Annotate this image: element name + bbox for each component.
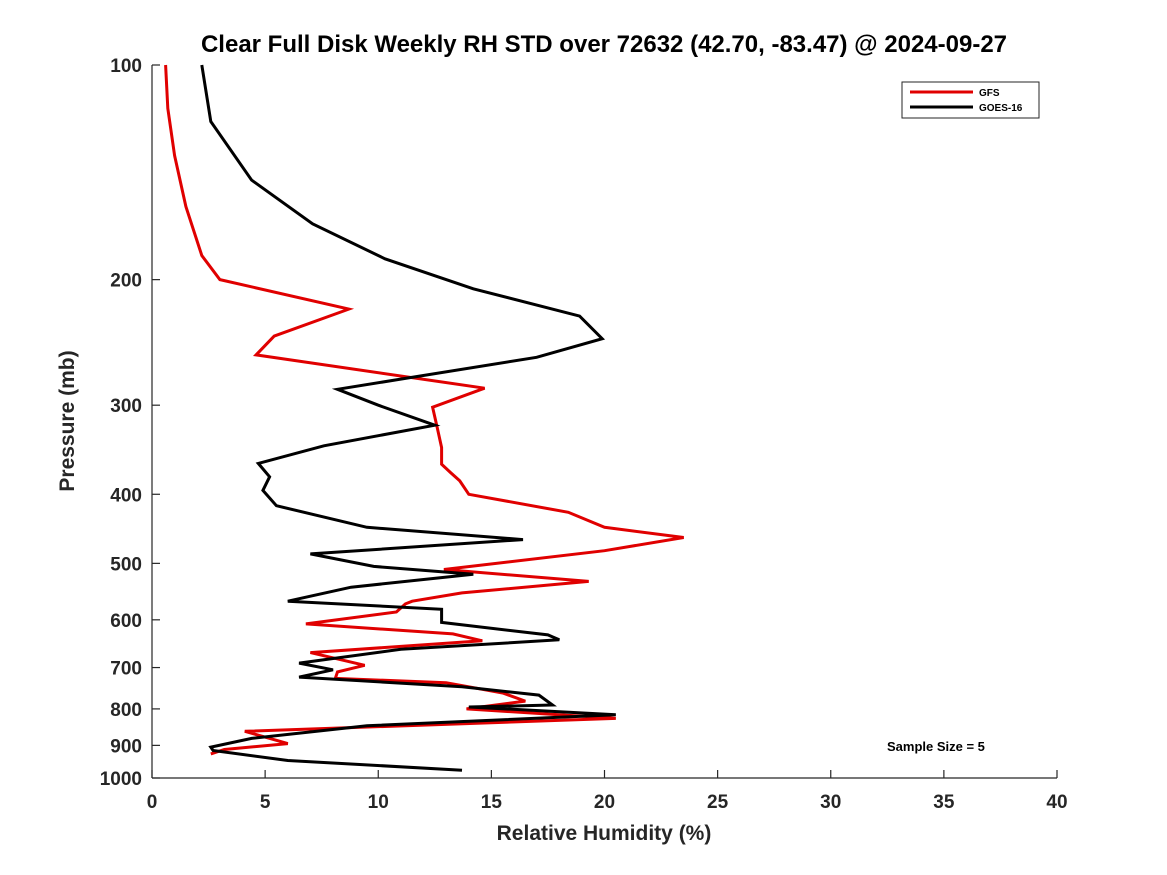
y-tick-label: 900 — [110, 736, 142, 757]
y-tick-label: 100 — [110, 56, 142, 77]
y-tick-label: 500 — [110, 554, 142, 575]
series-line-goes-16 — [200, 64, 616, 772]
legend-label-gfs: GFS — [979, 88, 1000, 99]
y-tick-label: 700 — [110, 659, 142, 680]
x-tick-label: 5 — [260, 792, 271, 813]
x-axis-label: Relative Humidity (%) — [497, 822, 712, 845]
series-lines — [164, 64, 684, 772]
sample-size-annotation: Sample Size = 5 — [887, 739, 985, 754]
plot-area — [151, 65, 1057, 779]
y-tick-label: 400 — [110, 485, 142, 506]
y-tick-label: 200 — [110, 271, 142, 292]
x-tick-label: 15 — [481, 792, 503, 813]
y-tick-label: 800 — [110, 700, 142, 721]
series-line-gfs — [164, 64, 684, 756]
legend-box — [901, 81, 1040, 119]
x-tick-label: 30 — [820, 792, 841, 813]
x-tick-label: 35 — [933, 792, 955, 813]
x-axis-ticks: 0 5 10 15 20 25 30 35 40 — [147, 770, 1068, 813]
y-tick-label: 1000 — [100, 769, 142, 790]
x-tick-label: 0 — [147, 792, 158, 813]
legend-label-goes-16: GOES-16 — [979, 103, 1023, 114]
chart-title: Clear Full Disk Weekly RH STD over 72632… — [201, 31, 1007, 58]
y-axis-ticks: 100 200 300 400 500 600 700 800 900 1000 — [100, 56, 160, 790]
x-tick-label: 20 — [594, 792, 615, 813]
y-axis-label: Pressure (mb) — [56, 350, 79, 491]
x-tick-label: 40 — [1046, 792, 1067, 813]
x-tick-label: 25 — [707, 792, 729, 813]
legend: GFS GOES-16 — [901, 81, 1040, 119]
x-tick-label: 10 — [368, 792, 389, 813]
y-tick-label: 300 — [110, 396, 142, 417]
y-tick-label: 600 — [110, 611, 142, 632]
